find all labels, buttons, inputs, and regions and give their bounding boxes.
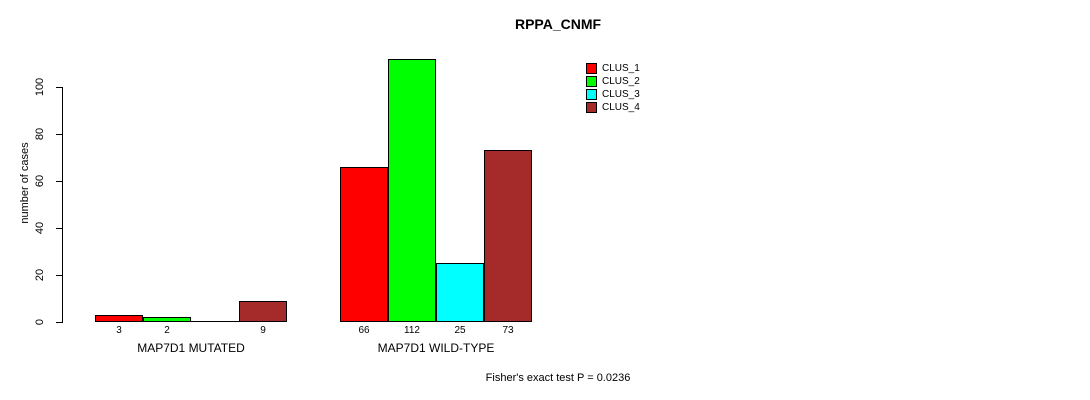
legend-label: CLUS_2 [602,76,640,87]
group-label: MAP7D1 WILD-TYPE [377,341,495,355]
bar-value-label: 25 [454,325,466,336]
y-axis-tick-label: 80 [34,127,46,141]
bar-value-label: 3 [116,325,122,336]
y-axis-tick-label: 100 [34,77,46,97]
y-axis-tick [56,275,62,276]
y-axis-tick-label: 0 [34,318,46,326]
legend-swatch-icon [586,76,597,87]
y-axis-tick [56,87,62,88]
y-axis-tick-label: 60 [34,174,46,188]
legend-label: CLUS_1 [602,63,640,74]
bar-value-label: 9 [260,325,266,336]
y-axis-tick [56,181,62,182]
bar-clus_4 [239,301,287,322]
bar-clus_1 [95,315,143,322]
bar-clus_3-zero [191,321,239,322]
legend-label: CLUS_3 [602,89,640,100]
y-axis-tick-label: 20 [34,268,46,282]
group-label: MAP7D1 MUTATED [137,341,245,355]
chart-legend: CLUS_1 CLUS_2 CLUS_3 CLUS_4 [586,62,640,114]
y-axis-tick-label: 40 [34,221,46,235]
legend-item: CLUS_4 [586,101,640,114]
y-axis-tick [56,322,62,323]
chart-title: RPPA_CNMF [514,16,602,32]
legend-item: CLUS_3 [586,88,640,101]
bar-clus_2 [143,317,191,322]
bar-clus_4 [484,150,532,322]
fisher-test-annotation: Fisher's exact test P = 0.0236 [485,372,631,384]
bar-value-label: 2 [164,325,170,336]
bar-clus_2 [388,59,436,322]
legend-item: CLUS_2 [586,75,640,88]
y-axis-tick [56,134,62,135]
bar-clus_1 [340,167,388,322]
bar-value-label: 73 [502,325,514,336]
legend-swatch-icon [586,89,597,100]
bar-value-label: 66 [358,325,370,336]
bar-clus_3 [436,263,484,322]
legend-label: CLUS_4 [602,102,640,113]
y-axis-line [62,87,63,323]
bar-value-label: 112 [404,325,420,336]
legend-item: CLUS_1 [586,62,640,75]
y-axis-tick [56,228,62,229]
legend-swatch-icon [586,63,597,74]
legend-swatch-icon [586,102,597,113]
